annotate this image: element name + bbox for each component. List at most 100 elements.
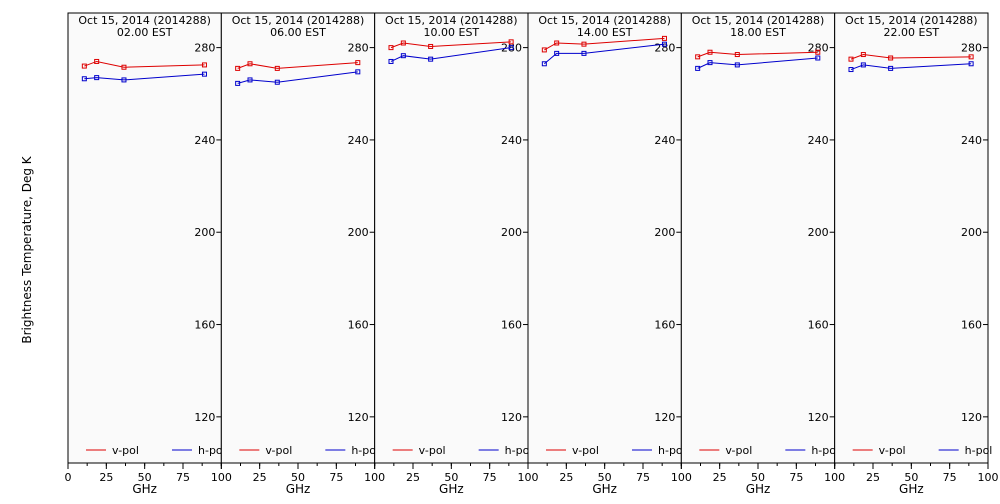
x-tick-label: 50 (138, 471, 152, 484)
panel-title: Oct 15, 2014 (2014288) (845, 14, 978, 27)
y-tick-label: 240 (961, 134, 982, 147)
x-tick-label: 75 (483, 471, 497, 484)
series-line-v-pol (544, 37, 665, 51)
data-point-v-pol (94, 58, 100, 64)
data-point-h-pol (661, 41, 667, 47)
data-point-h-pol (274, 79, 280, 85)
x-tick-label: 25 (866, 471, 880, 484)
data-point-v-pol (661, 35, 667, 41)
y-tick-label: 120 (808, 411, 829, 424)
x-tick-label: 0 (65, 471, 72, 484)
y-tick-label: 160 (808, 319, 829, 332)
data-point-v-pol (554, 40, 560, 46)
data-point-h-pol (707, 60, 713, 66)
x-tick-label: 75 (636, 471, 650, 484)
plot-area (527, 12, 682, 464)
data-point-h-pol (81, 76, 87, 82)
data-point-h-pol (848, 67, 854, 73)
panel-title: Oct 15, 2014 (2014288) (692, 14, 825, 27)
panel-subtitle: 10.00 EST (424, 26, 480, 39)
data-point-h-pol (581, 50, 587, 56)
y-tick-label: 200 (808, 226, 829, 239)
legend-label: v-pol (112, 444, 139, 457)
data-point-v-pol (81, 63, 87, 69)
data-point-v-pol (707, 49, 713, 55)
legend-label: h-pol (198, 444, 226, 457)
data-point-h-pol (968, 61, 974, 67)
data-point-v-pol (888, 55, 894, 61)
legend-label: v-pol (879, 444, 906, 457)
plot-area (374, 12, 529, 464)
data-point-v-pol (201, 62, 207, 68)
data-point-h-pol (388, 58, 394, 64)
panel-subtitle: 02.00 EST (117, 26, 173, 39)
x-tick-label: 100 (671, 471, 692, 484)
y-tick-label: 120 (961, 411, 982, 424)
x-axis-label: GHz (132, 482, 157, 496)
y-tick-label: 280 (501, 42, 522, 55)
y-tick-label: 240 (194, 134, 215, 147)
data-point-v-pol (355, 60, 361, 66)
series-line-v-pol (697, 51, 818, 58)
legend-label: h-pol (965, 444, 993, 457)
panel-subtitle: 18.00 EST (730, 26, 786, 39)
panel-subtitle: 22.00 EST (884, 26, 940, 39)
legend-label: v-pol (725, 444, 752, 457)
series-line-h-pol (544, 43, 665, 65)
series-line-h-pol (84, 73, 205, 81)
y-tick-label: 280 (654, 42, 675, 55)
y-tick-label: 200 (501, 226, 522, 239)
y-tick-label: 120 (654, 411, 675, 424)
x-tick-label: 100 (364, 471, 385, 484)
series-line-v-pol (84, 60, 205, 68)
chart-panel-2: Oct 15, 2014 (2014288)06.00 EST 120 160 200… (220, 12, 385, 496)
data-point-h-pol (121, 77, 127, 83)
y-tick-label: 160 (194, 319, 215, 332)
x-tick-label: 75 (943, 471, 957, 484)
data-point-h-pol (541, 61, 547, 67)
y-tick-label: 240 (501, 134, 522, 147)
data-point-h-pol (201, 71, 207, 77)
y-tick-label: 160 (348, 319, 369, 332)
data-point-h-pol (94, 75, 100, 81)
x-tick-label: 50 (598, 471, 612, 484)
x-axis-label: GHz (286, 482, 311, 496)
x-tick-label: 25 (253, 471, 267, 484)
data-point-h-pol (508, 45, 514, 51)
x-axis-label: GHz (746, 482, 771, 496)
data-point-h-pol (400, 53, 406, 59)
panel-subtitle: 06.00 EST (270, 26, 326, 39)
chart-panel-3: Oct 15, 2014 (2014288)10.00 EST 120 160 200… (374, 12, 539, 496)
y-tick-label: 240 (808, 134, 829, 147)
chart-panel-1: Oct 15, 2014 (2014288)02.00 EST 120 160 200… (65, 12, 232, 496)
x-axis-label: GHz (592, 482, 617, 496)
x-tick-label: 75 (176, 471, 190, 484)
data-point-h-pol (355, 69, 361, 75)
series-line-h-pol (850, 63, 972, 71)
y-tick-label: 120 (194, 411, 215, 424)
series-line-h-pol (697, 57, 818, 69)
data-point-v-pol (968, 54, 974, 60)
data-point-h-pol (235, 80, 241, 86)
y-tick-label: 160 (501, 319, 522, 332)
y-tick-label: 240 (654, 134, 675, 147)
y-tick-label: 200 (654, 226, 675, 239)
x-tick-label: 100 (518, 471, 539, 484)
legend-label: h-pol (351, 444, 379, 457)
legend-label: v-pol (419, 444, 446, 457)
x-tick-label: 50 (444, 471, 458, 484)
data-point-v-pol (734, 52, 740, 58)
panel-title: Oct 15, 2014 (2014288) (538, 14, 671, 27)
series-line-v-pol (237, 62, 358, 69)
chart-panel-4: Oct 15, 2014 (2014288)14.00 EST 120 160 200… (527, 12, 692, 496)
data-point-v-pol (428, 43, 434, 49)
y-tick-label: 200 (961, 226, 982, 239)
data-point-h-pol (695, 65, 701, 71)
x-tick-label: 25 (713, 471, 727, 484)
x-tick-label: 50 (751, 471, 765, 484)
x-tick-label: 25 (406, 471, 420, 484)
data-point-h-pol (860, 62, 866, 68)
y-tick-label: 200 (194, 226, 215, 239)
